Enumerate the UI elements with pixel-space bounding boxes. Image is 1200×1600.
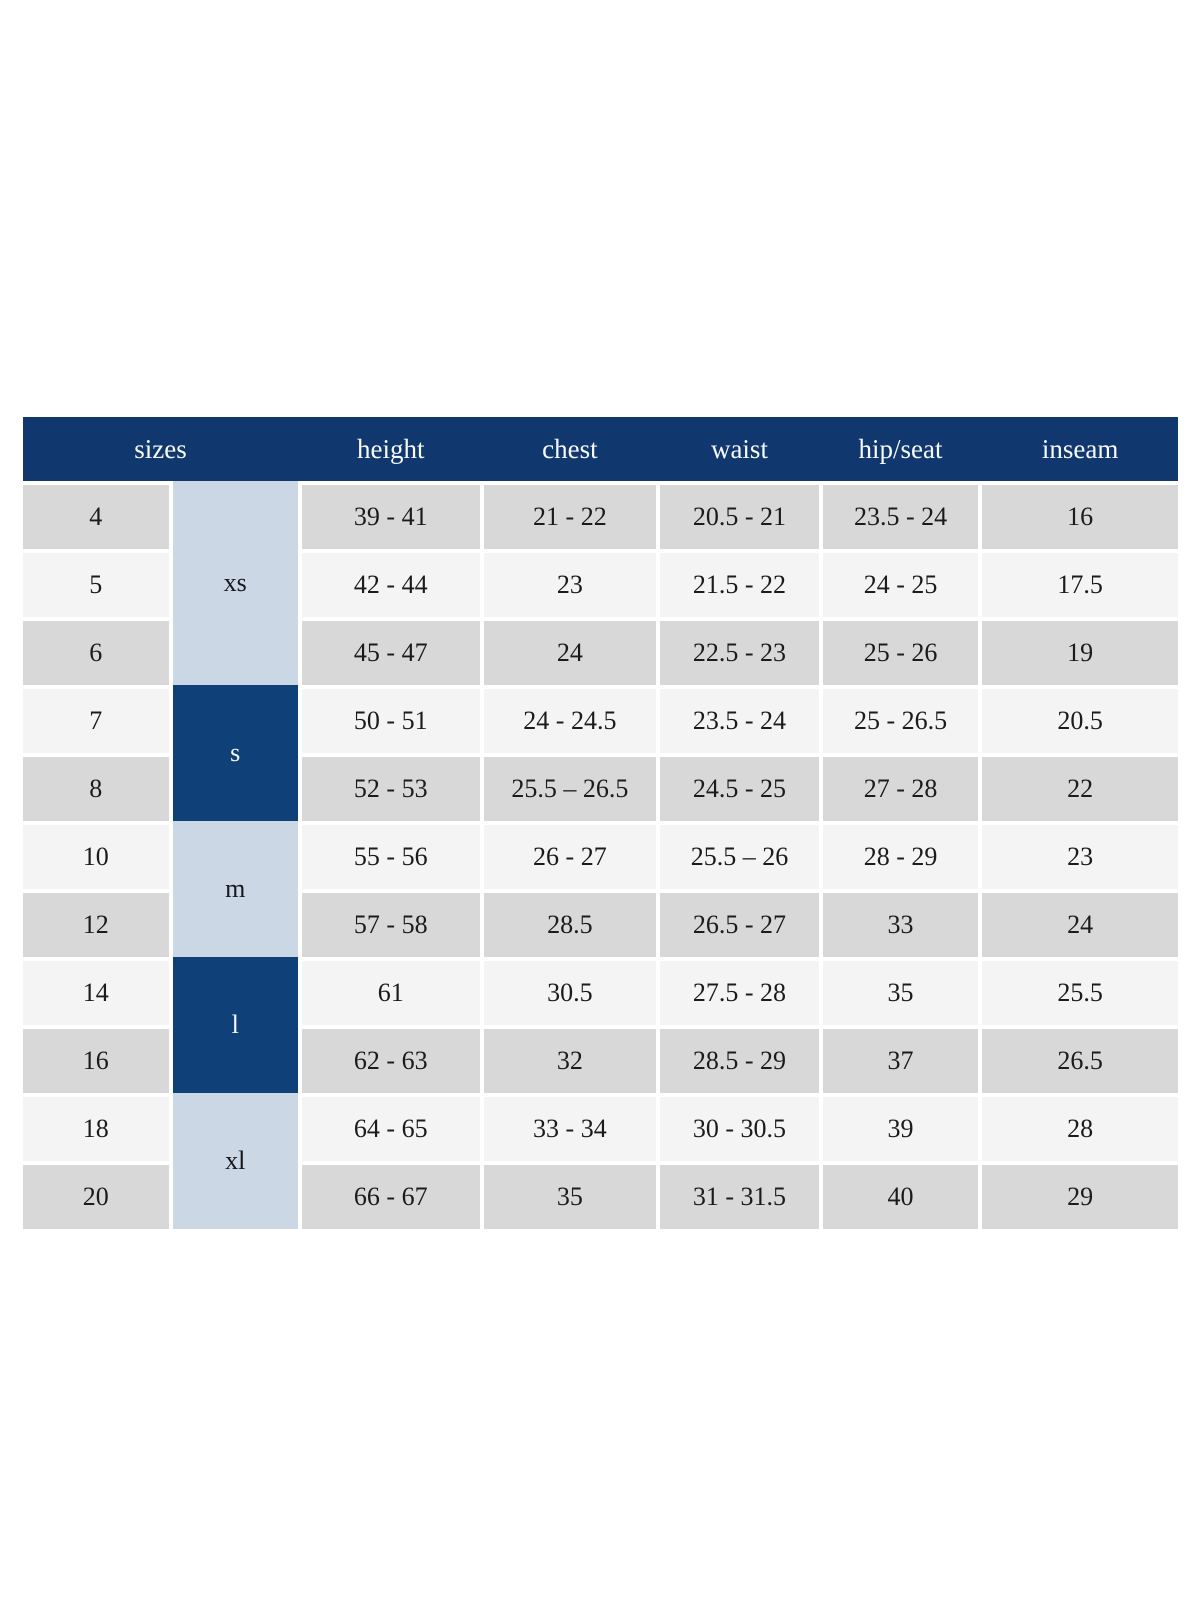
size-cell: 14 xyxy=(23,961,169,1025)
chest-cell: 21 - 22 xyxy=(483,485,657,549)
hip-seat-cell: 23.5 - 24 xyxy=(822,485,979,549)
inseam-cell: 29 xyxy=(982,1165,1178,1229)
size-cell: 10 xyxy=(23,825,169,889)
chest-cell: 26 - 27 xyxy=(483,825,657,889)
hip-seat-cell: 40 xyxy=(822,1165,979,1229)
header-sizes: sizes xyxy=(134,433,187,464)
size-cell: 5 xyxy=(23,553,169,617)
height-cell: 55 - 56 xyxy=(301,825,480,889)
waist-cell: 24.5 - 25 xyxy=(660,757,819,821)
chest-cell: 28.5 xyxy=(483,893,657,957)
waist-cell: 20.5 - 21 xyxy=(660,485,819,549)
inseam-cell: 19 xyxy=(982,621,1178,685)
chest-cell: 33 - 34 xyxy=(483,1097,657,1161)
waist-cell: 31 - 31.5 xyxy=(660,1165,819,1229)
inseam-cell: 20.5 xyxy=(982,689,1178,753)
height-cell: 62 - 63 xyxy=(301,1029,480,1093)
size-cell: 6 xyxy=(23,621,169,685)
size-group-l: l xyxy=(172,957,298,1093)
header-inseam: inseam xyxy=(1041,433,1119,464)
chest-cell: 25.5 – 26.5 xyxy=(483,757,657,821)
waist-cell: 26.5 - 27 xyxy=(660,893,819,957)
waist-cell: 28.5 - 29 xyxy=(660,1029,819,1093)
height-cell: 39 - 41 xyxy=(301,485,480,549)
height-cell: 66 - 67 xyxy=(301,1165,480,1229)
chest-cell: 35 xyxy=(483,1165,657,1229)
hip-seat-cell: 39 xyxy=(822,1097,979,1161)
waist-cell: 23.5 - 24 xyxy=(660,689,819,753)
header-waist: waist xyxy=(710,433,768,464)
header-height: height xyxy=(357,433,425,464)
table-header-row: sizes height chest waist hip/seat inseam xyxy=(23,417,1178,481)
inseam-cell: 25.5 xyxy=(982,961,1178,1025)
hip-seat-cell: 28 - 29 xyxy=(822,825,979,889)
header-chest: chest xyxy=(542,433,598,464)
inseam-cell: 22 xyxy=(982,757,1178,821)
hip-seat-cell: 24 - 25 xyxy=(822,553,979,617)
inseam-cell: 17.5 xyxy=(982,553,1178,617)
height-cell: 57 - 58 xyxy=(301,893,480,957)
size-group-xs: xs xyxy=(172,481,298,685)
chest-cell: 32 xyxy=(483,1029,657,1093)
size-cell: 16 xyxy=(23,1029,169,1093)
inseam-cell: 24 xyxy=(982,893,1178,957)
waist-cell: 25.5 – 26 xyxy=(660,825,819,889)
hip-seat-cell: 25 - 26 xyxy=(822,621,979,685)
inseam-cell: 26.5 xyxy=(982,1029,1178,1093)
chest-cell: 23 xyxy=(483,553,657,617)
waist-cell: 22.5 - 23 xyxy=(660,621,819,685)
size-cell: 8 xyxy=(23,757,169,821)
size-group-xl: xl xyxy=(172,1093,298,1229)
height-cell: 52 - 53 xyxy=(301,757,480,821)
header-hip-seat: hip/seat xyxy=(858,433,943,464)
waist-cell: 21.5 - 22 xyxy=(660,553,819,617)
inseam-cell: 16 xyxy=(982,485,1178,549)
size-chart-table: sizes height chest waist hip/seat inseam… xyxy=(23,417,1178,1229)
hip-seat-cell: 33 xyxy=(822,893,979,957)
chest-cell: 24 - 24.5 xyxy=(483,689,657,753)
size-cell: 20 xyxy=(23,1165,169,1229)
height-cell: 42 - 44 xyxy=(301,553,480,617)
hip-seat-cell: 27 - 28 xyxy=(822,757,979,821)
height-cell: 50 - 51 xyxy=(301,689,480,753)
chest-cell: 30.5 xyxy=(483,961,657,1025)
hip-seat-cell: 35 xyxy=(822,961,979,1025)
size-cell: 4 xyxy=(23,485,169,549)
hip-seat-cell: 25 - 26.5 xyxy=(822,689,979,753)
inseam-cell: 28 xyxy=(982,1097,1178,1161)
height-cell: 64 - 65 xyxy=(301,1097,480,1161)
size-cell: 7 xyxy=(23,689,169,753)
waist-cell: 27.5 - 28 xyxy=(660,961,819,1025)
chest-cell: 24 xyxy=(483,621,657,685)
size-group-m: m xyxy=(172,821,298,957)
size-cell: 12 xyxy=(23,893,169,957)
size-group-s: s xyxy=(172,685,298,821)
hip-seat-cell: 37 xyxy=(822,1029,979,1093)
size-cell: 18 xyxy=(23,1097,169,1161)
waist-cell: 30 - 30.5 xyxy=(660,1097,819,1161)
height-cell: 61 xyxy=(301,961,480,1025)
height-cell: 45 - 47 xyxy=(301,621,480,685)
inseam-cell: 23 xyxy=(982,825,1178,889)
